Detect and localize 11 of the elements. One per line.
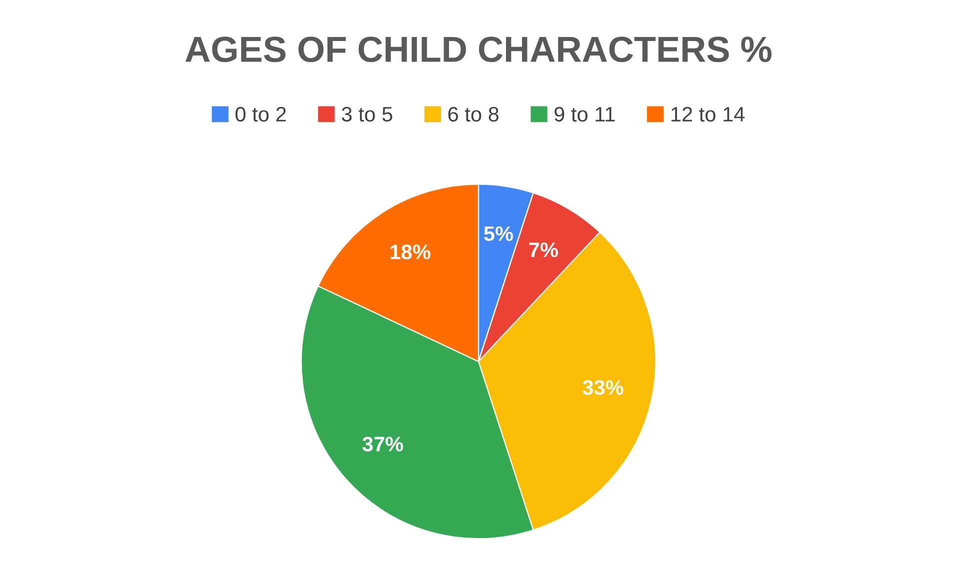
data-label: 37% <box>362 436 404 452</box>
legend-label: 0 to 2 <box>236 106 286 122</box>
data-label: 7% <box>529 242 558 258</box>
chart-title: AGES OF CHILD CHARACTERS % <box>185 36 772 62</box>
legend-label: 9 to 11 <box>554 106 615 122</box>
data-label: 18% <box>390 244 430 260</box>
data-label: 5% <box>484 226 513 242</box>
legend-label: 3 to 5 <box>342 106 392 122</box>
legend-label: 6 to 8 <box>448 106 499 122</box>
legend-label: 12 to 14 <box>672 106 745 122</box>
data-label: 33% <box>582 380 624 395</box>
